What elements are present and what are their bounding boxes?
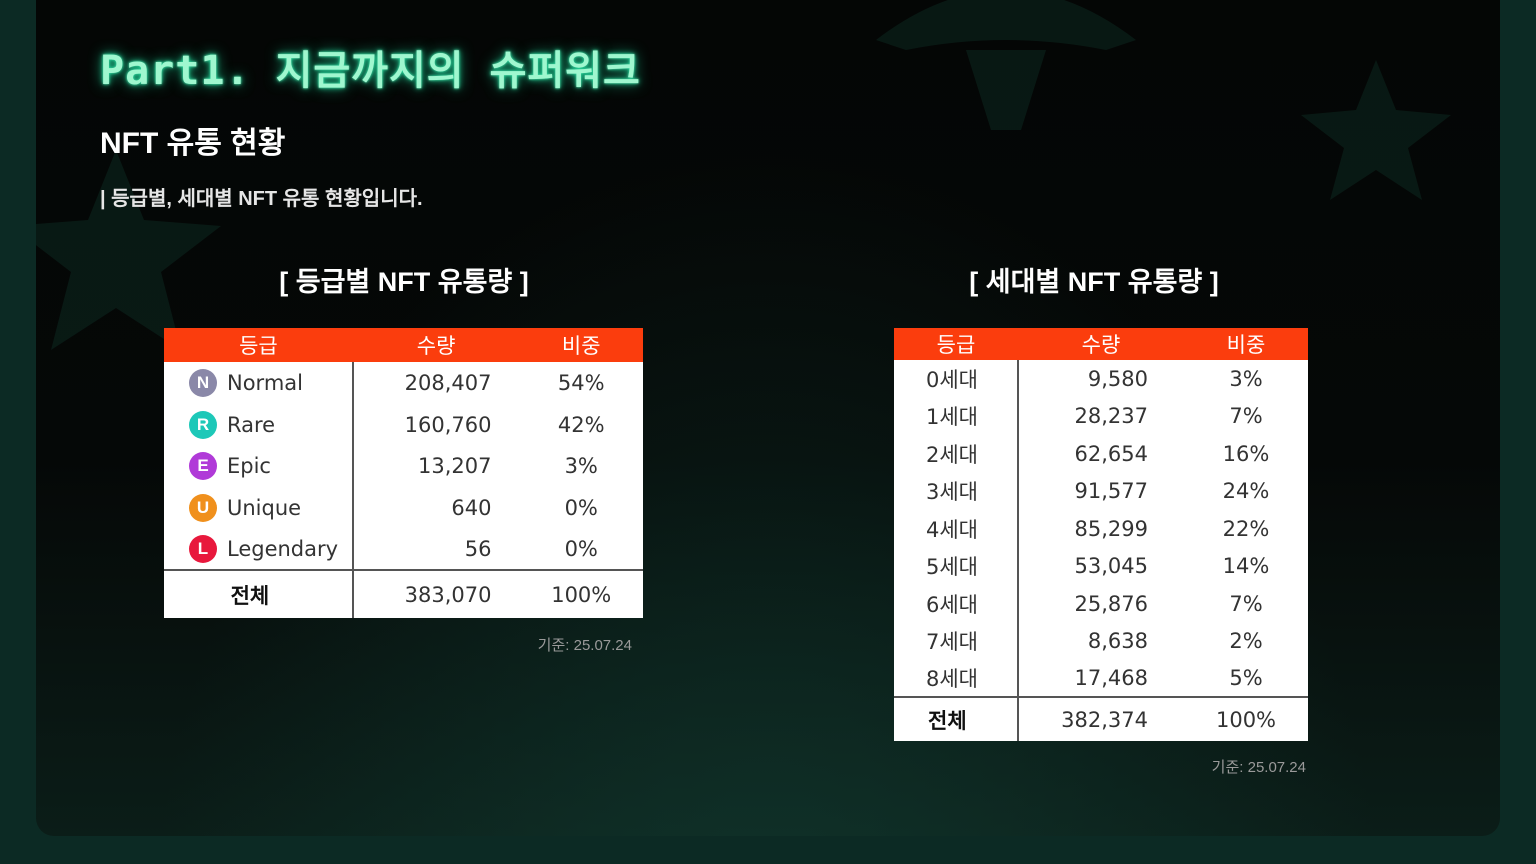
quantity-cell: 17,468 <box>1074 666 1148 690</box>
quantity-cell: 28,237 <box>1074 404 1148 428</box>
slide-frame: Part1. 지금까지의 슈퍼워크 NFT 유통 현황 | 등급별, 세대별 N… <box>36 0 1500 836</box>
generation-cell: 5세대 <box>894 547 1019 585</box>
grade-name: Legendary <box>227 536 339 561</box>
column-header-grade: 등급 <box>894 328 1018 360</box>
quantity-cell: 208,407 <box>404 371 492 395</box>
column-header-grade: 등급 <box>164 328 353 362</box>
generation-cell: 2세대 <box>894 435 1019 472</box>
epic-grade-icon: E <box>189 452 217 480</box>
table-row: 5세대 53,045 14% <box>894 547 1308 585</box>
quantity-cell: 53,045 <box>1074 554 1148 578</box>
total-quantity: 383,070 <box>352 569 520 618</box>
generation-cell: 4세대 <box>894 510 1019 547</box>
legendary-grade-icon: L <box>189 534 217 563</box>
column-header-quantity: 수량 <box>1018 328 1184 360</box>
total-row: 전체 383,070 100% <box>164 569 643 618</box>
column-header-ratio: 비중 <box>1184 328 1308 360</box>
table-row: 1세대 28,237 7% <box>894 397 1308 435</box>
quantity-cell: 85,299 <box>1074 516 1148 541</box>
total-quantity: 382,374 <box>1018 696 1184 741</box>
grade-name: Normal <box>227 371 303 395</box>
quantity-cell: 91,577 <box>1074 479 1148 503</box>
ratio-cell: 24% <box>1222 479 1270 503</box>
table-row: R Rare 160,760 42% <box>164 404 643 445</box>
quantity-cell: 56 <box>464 536 492 561</box>
quantity-cell: 62,654 <box>1074 441 1148 466</box>
ratio-cell: 54% <box>557 371 605 395</box>
generation-cell: 0세대 <box>894 360 1019 397</box>
table-row: 2세대 62,654 16% <box>894 435 1308 472</box>
table-row: N Normal 208,407 54% <box>164 362 643 404</box>
column-header-quantity: 수량 <box>352 328 520 362</box>
rare-grade-icon: R <box>189 410 217 439</box>
ratio-cell: 22% <box>1222 516 1270 541</box>
generation-table-heading: [ 세대별 NFT 유통량 ] <box>969 267 1219 297</box>
grade-name: Unique <box>227 495 302 520</box>
total-label: 전체 <box>894 696 1019 741</box>
table-row: U Unique 640 0% <box>164 487 643 528</box>
total-ratio: 100% <box>1184 696 1308 741</box>
ratio-cell: 0% <box>564 536 598 561</box>
ratio-cell: 0% <box>564 495 598 520</box>
table-row: 0세대 9,580 3% <box>894 360 1308 397</box>
generation-table: 등급 수량 비중 0세대 9,580 3% 1세대 28,237 7% 2세대 … <box>894 328 1308 741</box>
grade-table-header-row: 등급 수량 비중 <box>164 328 643 362</box>
ratio-cell: 2% <box>1229 629 1263 653</box>
grade-name: Rare <box>227 412 276 437</box>
quantity-cell: 160,760 <box>404 412 492 437</box>
generation-table-header-row: 등급 수량 비중 <box>894 328 1308 360</box>
column-header-ratio: 비중 <box>519 328 643 362</box>
quantity-cell: 13,207 <box>417 454 492 478</box>
section-subtitle: | 등급별, 세대별 NFT 유통 현황입니다. <box>100 188 423 210</box>
table-row: 7세대 8,638 2% <box>894 622 1308 660</box>
generation-cell: 8세대 <box>894 660 1019 697</box>
total-ratio: 100% <box>519 569 643 618</box>
generation-cell: 7세대 <box>894 622 1019 660</box>
decorative-mushroom-icon <box>876 0 1136 130</box>
generation-cell: 3세대 <box>894 472 1019 510</box>
grade-table: 등급 수량 비중 N Normal 208,407 54% R Rare 160,7… <box>164 328 643 618</box>
total-label: 전체 <box>164 569 354 618</box>
ratio-cell: 42% <box>557 412 605 437</box>
generation-table-date-note: 기준: 25.07.24 <box>1211 759 1306 776</box>
ratio-cell: 16% <box>1222 441 1270 466</box>
quantity-cell: 25,876 <box>1074 591 1148 616</box>
table-row: 3세대 91,577 24% <box>894 472 1308 510</box>
ratio-cell: 3% <box>1229 366 1263 391</box>
generation-cell: 1세대 <box>894 397 1019 435</box>
normal-grade-icon: N <box>189 369 217 397</box>
quantity-cell: 640 <box>451 495 492 520</box>
unique-grade-icon: U <box>189 493 217 522</box>
ratio-cell: 5% <box>1229 666 1263 690</box>
decorative-star-icon <box>1301 60 1451 200</box>
section-title: NFT 유통 현황 <box>100 127 286 160</box>
quantity-cell: 9,580 <box>1087 366 1148 391</box>
decorative-star-icon <box>36 150 221 350</box>
grade-table-heading: [ 등급별 NFT 유통량 ] <box>279 267 529 297</box>
table-row: 4세대 85,299 22% <box>894 510 1308 547</box>
table-row: 8세대 17,468 5% <box>894 660 1308 697</box>
generation-cell: 6세대 <box>894 585 1019 622</box>
quantity-cell: 8,638 <box>1087 629 1148 653</box>
ratio-cell: 7% <box>1229 591 1263 616</box>
table-row: 6세대 25,876 7% <box>894 585 1308 622</box>
ratio-cell: 14% <box>1222 554 1270 578</box>
grade-name: Epic <box>227 454 271 478</box>
ratio-cell: 7% <box>1229 404 1263 428</box>
ratio-cell: 3% <box>564 454 598 478</box>
grade-table-date-note: 기준: 25.07.24 <box>537 637 632 654</box>
page-title: Part1. 지금까지의 슈퍼워크 <box>100 48 641 94</box>
total-row: 전체 382,374 100% <box>894 696 1308 741</box>
table-row: L Legendary 56 0% <box>164 528 643 570</box>
table-row: E Epic 13,207 3% <box>164 445 643 487</box>
